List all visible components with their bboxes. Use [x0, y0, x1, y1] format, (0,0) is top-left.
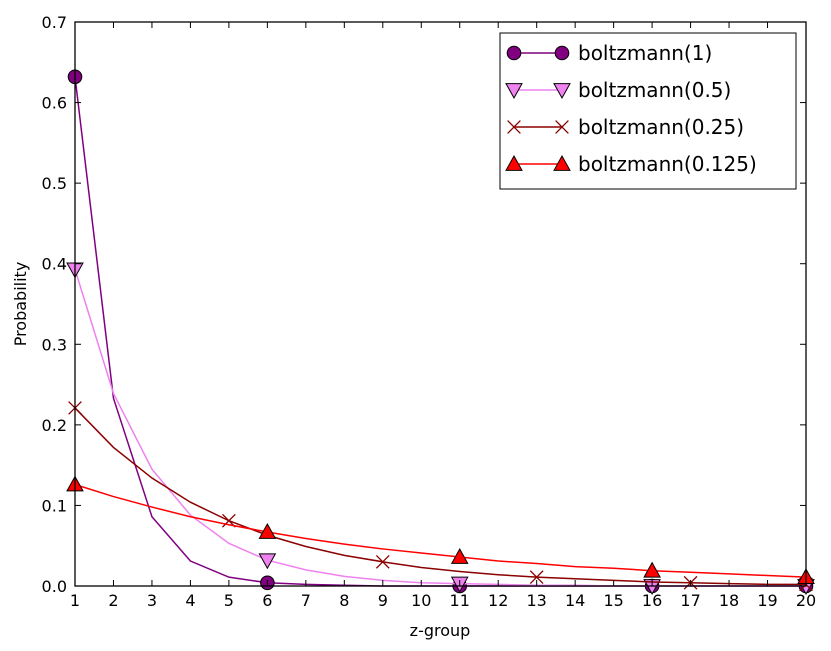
- data-point-2-12: [529, 570, 544, 584]
- x-tick-label-4: 5: [224, 591, 234, 610]
- data-point-3-15: [643, 561, 661, 578]
- legend-marker-end-3: [553, 154, 571, 171]
- x-tick-label-3: 4: [185, 591, 195, 610]
- x-tick-label-7: 8: [339, 591, 349, 610]
- legend-label-1: boltzmann(0.5): [578, 78, 731, 102]
- legend-marker-start-0: [506, 45, 522, 61]
- x-tick-label-13: 14: [565, 591, 585, 610]
- y-tick-label-0: 0.0: [42, 577, 67, 596]
- series-line-3: [74, 483, 807, 578]
- y-tick-label-3: 0.3: [42, 335, 67, 354]
- x-tick-label-17: 18: [719, 591, 739, 610]
- y-tick-label-1: 0.1: [42, 496, 67, 515]
- y-tick-label-7: 0.7: [42, 13, 67, 32]
- x-tick-label-5: 6: [262, 591, 272, 610]
- legend-box: [499, 32, 797, 190]
- x-tick-label-9: 10: [411, 591, 431, 610]
- legend: boltzmann(1) boltzmann(0.5) boltzmann(0.25…: [499, 32, 797, 190]
- data-point-3-5: [258, 522, 277, 539]
- ticks-layer: 1 2 3 4 5 6 7 8 9 10 11 12 13 14 15 16 17 18 19 200.00.10.2…: [42, 13, 817, 610]
- x-tick-label-19: 20: [796, 591, 816, 610]
- x-tick-label-16: 17: [680, 591, 700, 610]
- y-tick-label-4: 0.4: [42, 255, 67, 274]
- data-point-2-8: [375, 554, 390, 569]
- legend-marker-end-2: [555, 120, 569, 134]
- x-tick-label-8: 9: [378, 591, 388, 610]
- x-tick-label-6: 7: [301, 591, 311, 610]
- x-tick-label-11: 12: [488, 591, 508, 610]
- data-point-1-5: [258, 553, 277, 570]
- plot-frame: [74, 21, 807, 587]
- x-tick-label-1: 2: [108, 591, 118, 610]
- series-line-2: [74, 407, 806, 586]
- legend-marker-end-1: [553, 83, 571, 100]
- legend-marker-start-3: [505, 154, 523, 171]
- data-point-3-10: [450, 547, 469, 564]
- x-tick-label-10: 11: [450, 591, 470, 610]
- data-point-1-15: [643, 579, 661, 596]
- legend-marker-start-1: [505, 83, 523, 100]
- x-tick-label-14: 15: [603, 591, 623, 610]
- legend-label-0: boltzmann(1): [578, 41, 712, 65]
- legend-label-3: boltzmann(0.125): [578, 152, 757, 176]
- x-axis-label: z-group: [410, 621, 471, 640]
- x-tick-label-12: 13: [527, 591, 547, 610]
- y-tick-label-6: 0.6: [42, 94, 67, 113]
- y-axis-label: Probability: [11, 262, 30, 347]
- series-line-1: [74, 269, 806, 587]
- y-tick-label-5: 0.5: [42, 174, 67, 193]
- legend-marker-end-0: [554, 45, 570, 61]
- legend-marker-start-2: [507, 120, 521, 134]
- x-tick-label-18: 19: [757, 591, 777, 610]
- x-tick-label-15: 16: [642, 591, 662, 610]
- x-tick-label-2: 3: [147, 591, 157, 610]
- y-tick-label-2: 0.2: [42, 416, 67, 435]
- x-tick-label-0: 1: [70, 591, 80, 610]
- legend-label-2: boltzmann(0.25): [578, 115, 744, 139]
